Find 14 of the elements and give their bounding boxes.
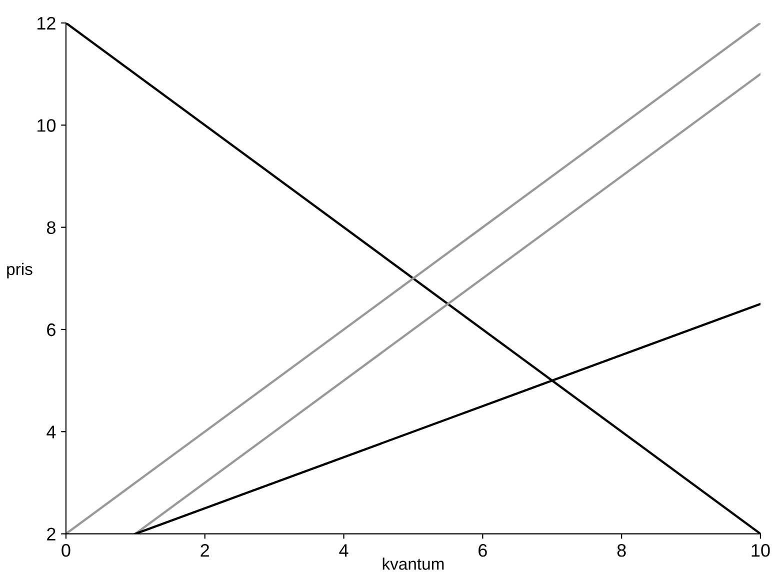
- y-axis-title: pris: [7, 262, 32, 278]
- y-tick-label: 8: [46, 221, 56, 234]
- y-tick-label: 12: [38, 16, 56, 30]
- x-tick-label: 4: [339, 544, 348, 557]
- x-axis-title: kvantum: [382, 558, 444, 570]
- y-tick-label: 6: [47, 323, 56, 336]
- y-tick-label: 4: [46, 426, 56, 438]
- x-tick-label: 2: [200, 544, 209, 557]
- y-tick-label: 10: [38, 119, 56, 132]
- y-tick-label: 2: [47, 528, 56, 540]
- x-tick-label: 10: [752, 544, 770, 557]
- x-tick-label: 0: [62, 544, 70, 557]
- x-tick-label: 8: [617, 544, 626, 557]
- x-tick-label: 6: [478, 544, 487, 557]
